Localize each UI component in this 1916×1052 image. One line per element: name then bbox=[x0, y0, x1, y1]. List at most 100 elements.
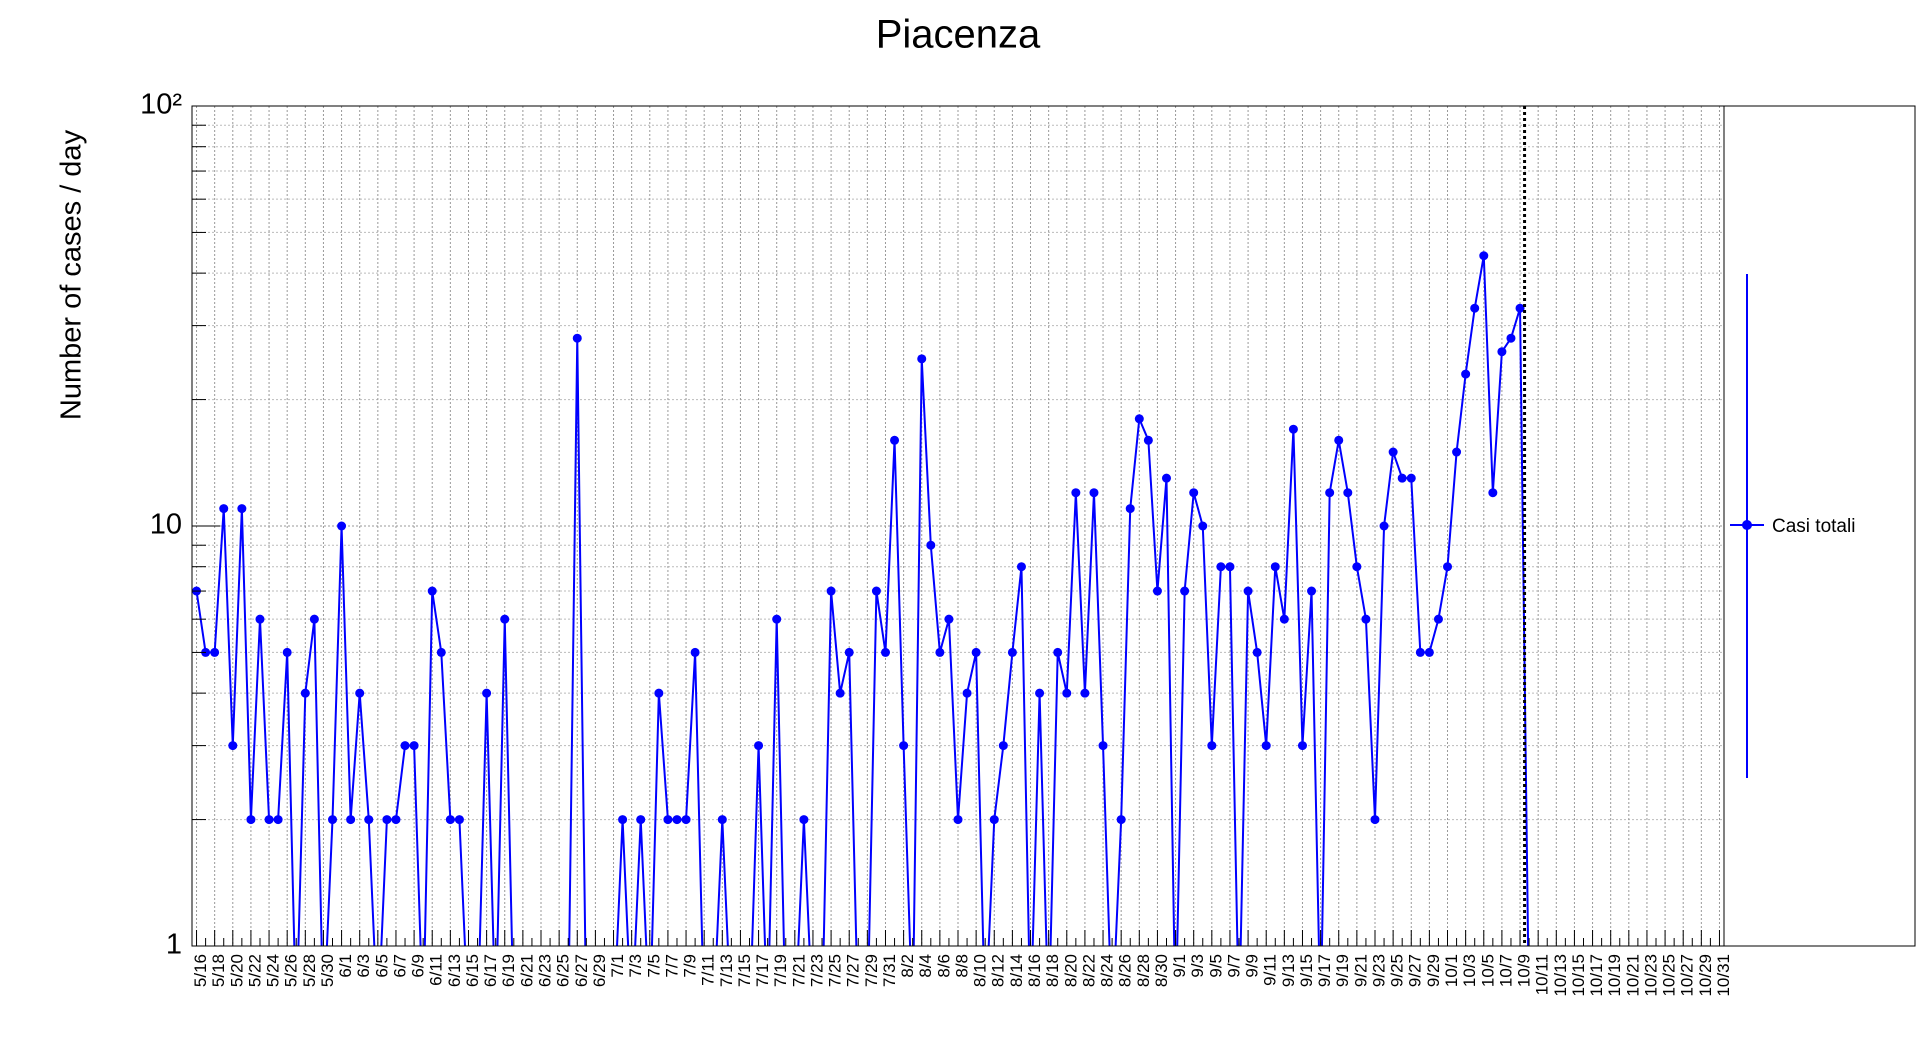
x-tick-label: 9/21 bbox=[1351, 954, 1370, 987]
x-tick-label: 6/13 bbox=[445, 954, 464, 987]
x-tick-label: 10/17 bbox=[1587, 954, 1606, 997]
data-point bbox=[1161, 473, 1171, 483]
data-point bbox=[1125, 504, 1135, 514]
data-point bbox=[1134, 414, 1144, 424]
data-point bbox=[273, 815, 283, 825]
data-point bbox=[1288, 424, 1298, 434]
data-point bbox=[989, 815, 999, 825]
data-point bbox=[427, 586, 437, 596]
data-point bbox=[1470, 303, 1480, 313]
data-point bbox=[754, 741, 764, 751]
x-tick-label: 10/5 bbox=[1478, 954, 1497, 987]
x-tick-label: 7/17 bbox=[753, 954, 772, 987]
data-point bbox=[799, 815, 809, 825]
data-point bbox=[772, 614, 782, 624]
data-point bbox=[1216, 562, 1226, 572]
x-tick-label: 6/21 bbox=[517, 954, 536, 987]
data-point bbox=[1035, 688, 1045, 698]
x-tick-label: 5/26 bbox=[282, 954, 301, 987]
x-tick-label: 7/25 bbox=[826, 954, 845, 987]
x-tick-label: 7/31 bbox=[880, 954, 899, 987]
data-point bbox=[1198, 521, 1208, 531]
data-point bbox=[1488, 488, 1498, 498]
data-point bbox=[618, 815, 628, 825]
data-point bbox=[1379, 521, 1389, 531]
data-point bbox=[690, 647, 700, 657]
x-tick-label: 10/15 bbox=[1569, 954, 1588, 997]
data-point bbox=[255, 614, 265, 624]
data-point bbox=[1071, 488, 1081, 498]
data-point bbox=[681, 815, 691, 825]
data-point bbox=[436, 647, 446, 657]
x-tick-label: 10/19 bbox=[1605, 954, 1624, 997]
data-point bbox=[500, 614, 510, 624]
data-point bbox=[871, 586, 881, 596]
data-point bbox=[454, 815, 464, 825]
data-point bbox=[1143, 435, 1153, 445]
legend: Casi totali bbox=[1730, 274, 1855, 778]
x-tick-label: 8/14 bbox=[1007, 954, 1026, 987]
data-point bbox=[328, 815, 338, 825]
data-point bbox=[1098, 741, 1108, 751]
x-tick-label: 8/28 bbox=[1134, 954, 1153, 987]
data-point bbox=[346, 815, 356, 825]
x-tick-label: 5/16 bbox=[191, 954, 210, 987]
data-point bbox=[1016, 562, 1026, 572]
data-point bbox=[1415, 647, 1425, 657]
x-tick-label: 8/8 bbox=[952, 954, 971, 978]
data-point bbox=[1388, 447, 1398, 457]
data-point bbox=[1343, 488, 1353, 498]
data-point bbox=[998, 741, 1008, 751]
data-point bbox=[1279, 614, 1289, 624]
y-tick-label: 10 bbox=[150, 509, 182, 541]
y-axis-label: Number of cases / day bbox=[56, 129, 88, 420]
data-point bbox=[282, 647, 292, 657]
data-point bbox=[1152, 586, 1162, 596]
x-tick-label: 10/7 bbox=[1496, 954, 1515, 987]
x-tick-label: 10/11 bbox=[1533, 954, 1552, 995]
data-point bbox=[917, 354, 927, 364]
data-point bbox=[1370, 815, 1380, 825]
data-point bbox=[1207, 741, 1217, 751]
data-point bbox=[1406, 473, 1416, 483]
x-tick-label: 9/15 bbox=[1297, 954, 1316, 987]
data-point bbox=[337, 521, 347, 531]
y-tick-label: 1 bbox=[166, 929, 182, 961]
x-tick-label: 9/7 bbox=[1224, 954, 1243, 978]
data-point bbox=[1225, 562, 1235, 572]
x-tick-label: 6/9 bbox=[409, 954, 428, 978]
x-tick-label: 7/3 bbox=[626, 954, 645, 978]
data-point bbox=[1189, 488, 1199, 498]
x-tick-label: 9/27 bbox=[1406, 954, 1425, 987]
data-point bbox=[971, 647, 981, 657]
x-tick-label: 7/13 bbox=[717, 954, 736, 987]
x-tick-label: 5/28 bbox=[300, 954, 319, 987]
data-point bbox=[1080, 688, 1090, 698]
data-point bbox=[1062, 688, 1072, 698]
data-point bbox=[1261, 741, 1271, 751]
x-tick-label: 9/25 bbox=[1388, 954, 1407, 987]
data-point bbox=[409, 741, 419, 751]
data-point bbox=[835, 688, 845, 698]
x-tick-label: 8/2 bbox=[898, 954, 917, 978]
data-point bbox=[944, 614, 954, 624]
x-tick-label: 9/13 bbox=[1279, 954, 1298, 987]
x-tick-label: 6/23 bbox=[535, 954, 554, 987]
data-point bbox=[636, 815, 646, 825]
x-tick-label: 7/19 bbox=[771, 954, 790, 987]
data-point bbox=[1424, 647, 1434, 657]
data-point bbox=[210, 647, 220, 657]
x-tick-label: 10/21 bbox=[1623, 954, 1642, 997]
data-point bbox=[899, 741, 909, 751]
x-tick-label: 8/10 bbox=[971, 954, 990, 987]
x-tick-label: 5/30 bbox=[318, 954, 337, 987]
data-point bbox=[926, 540, 936, 550]
data-point bbox=[445, 815, 455, 825]
data-point bbox=[1270, 562, 1280, 572]
series-line bbox=[195, 255, 1530, 946]
x-tick-label: 7/23 bbox=[807, 954, 826, 987]
data-point bbox=[717, 815, 727, 825]
data-point bbox=[654, 688, 664, 698]
x-tick-label: 8/24 bbox=[1098, 954, 1117, 987]
